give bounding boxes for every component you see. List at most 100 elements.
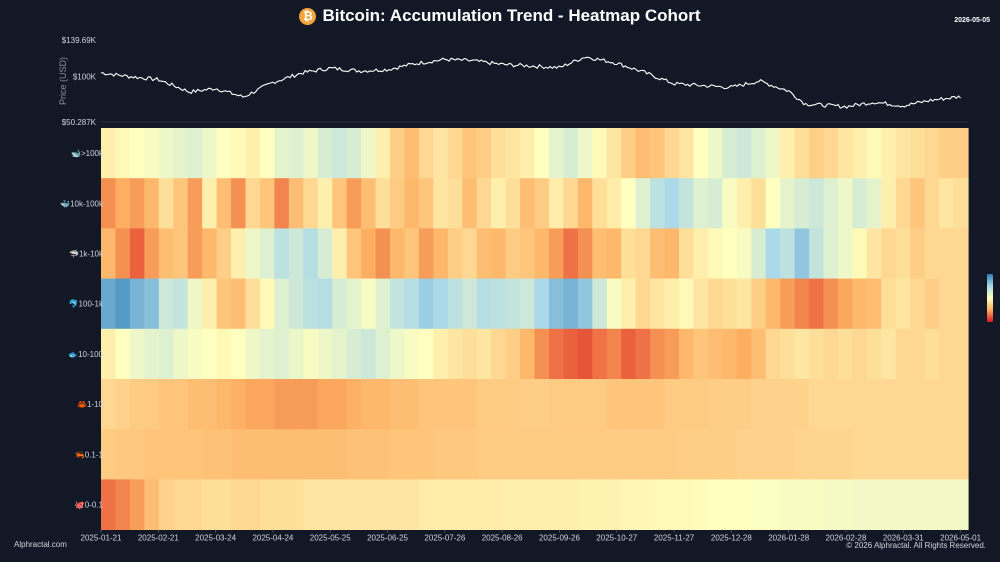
heatmap-cell [245, 479, 261, 530]
heatmap-cell [924, 128, 940, 179]
heatmap-cell [823, 178, 839, 229]
heatmap-cell [881, 278, 897, 330]
heatmap-cell [664, 328, 680, 380]
heatmap-cell [520, 228, 536, 279]
heatmap-cell [288, 379, 304, 430]
heatmap-cell [664, 479, 680, 530]
heatmap-cell [346, 278, 362, 330]
heatmap-cell [881, 128, 897, 179]
heatmap-cell [274, 278, 290, 330]
heatmap-cell [476, 228, 492, 279]
heatmap-cell [491, 429, 507, 480]
heatmap-cell [101, 429, 117, 480]
heatmap-cell [520, 479, 536, 530]
heatmap-cell [953, 128, 969, 179]
heatmap-cell [332, 228, 348, 279]
heatmap-cell [563, 128, 579, 179]
heatmap-cell [216, 429, 232, 480]
heatmap-cell [910, 479, 926, 530]
heatmap-cell [187, 228, 203, 279]
heatmap-cell [491, 128, 507, 179]
heatmap-cell [823, 128, 839, 179]
heatmap-cell [679, 328, 695, 380]
heatmap-cell [462, 228, 478, 279]
heatmap-cell [664, 429, 680, 480]
heatmap-cell [621, 178, 637, 229]
heatmap-cell [881, 178, 897, 229]
heatmap-cell [144, 178, 160, 229]
heatmap-cell [809, 379, 825, 430]
heatmap-cell [361, 228, 377, 279]
heatmap-cell [924, 278, 940, 330]
heatmap-cell [592, 128, 608, 179]
heatmap-cell [635, 479, 651, 530]
heatmap-cell [780, 128, 796, 179]
heatmap-cell [303, 479, 319, 530]
heatmap-cell [780, 228, 796, 279]
heatmap-cell [520, 379, 536, 430]
heatmap-cell [418, 328, 434, 380]
heatmap-cell [505, 379, 521, 430]
heatmap-cell [924, 328, 940, 380]
heatmap-cell [390, 429, 406, 480]
heatmap-cell [202, 429, 218, 480]
price-line [101, 56, 961, 110]
heatmap-cell [823, 479, 839, 530]
heatmap-cell [447, 228, 463, 279]
heatmap-cell [635, 328, 651, 380]
heatmap-cell [939, 429, 955, 480]
heatmap-cell [939, 178, 955, 229]
heatmap-cell [852, 128, 868, 179]
heatmap-cell [765, 379, 781, 430]
heatmap-cell [433, 228, 449, 279]
heatmap-cell [679, 479, 695, 530]
heatmap-cell [216, 278, 232, 330]
heatmap-cell [693, 328, 709, 380]
heatmap-cell [664, 379, 680, 430]
heatmap-cell [476, 178, 492, 229]
heatmap-cell [491, 479, 507, 530]
heatmap-cell [361, 328, 377, 380]
x-tick-label: 2026-03-31 [883, 534, 924, 543]
heatmap-cell [693, 479, 709, 530]
heatmap-cell [462, 178, 478, 229]
heatmap-cell [129, 278, 145, 330]
heatmap-cell [462, 328, 478, 380]
heatmap-cell [837, 228, 853, 279]
heatmap-cell [751, 328, 767, 380]
heatmap-cell [707, 328, 723, 380]
heatmap-cell [693, 228, 709, 279]
heatmap-cell [852, 228, 868, 279]
heatmap-cell [404, 479, 420, 530]
heatmap-cell [259, 379, 275, 430]
heatmap-cell [693, 429, 709, 480]
heatmap-cell [548, 328, 564, 380]
heatmap-cell [115, 178, 131, 229]
heatmap-cell [635, 128, 651, 179]
heatmap-cell [765, 328, 781, 380]
heatmap-cell [447, 278, 463, 330]
heatmap-cell [187, 278, 203, 330]
heatmap-cell [650, 178, 666, 229]
heatmap-cell [606, 429, 622, 480]
x-tick-label: 2025-08-26 [482, 534, 523, 543]
heatmap-cell [939, 379, 955, 430]
heatmap-cell [288, 228, 304, 279]
heatmap-cell [317, 278, 333, 330]
heatmap-cell [765, 278, 781, 330]
heatmap-cell [563, 429, 579, 480]
heatmap-cell [736, 429, 752, 480]
heatmap-cell [548, 429, 564, 480]
heatmap-cell [577, 178, 593, 229]
heatmap-cell [548, 228, 564, 279]
heatmap-cell [707, 178, 723, 229]
heatmap-cell [939, 278, 955, 330]
heatmap-cell [548, 479, 564, 530]
heatmap-cell [101, 328, 117, 380]
heatmap-cell [433, 429, 449, 480]
heatmap-cell [433, 379, 449, 430]
heatmap-cell [736, 479, 752, 530]
heatmap-cell [158, 178, 174, 229]
x-tick-label: 2025-10-27 [596, 534, 637, 543]
heatmap-cell [910, 429, 926, 480]
